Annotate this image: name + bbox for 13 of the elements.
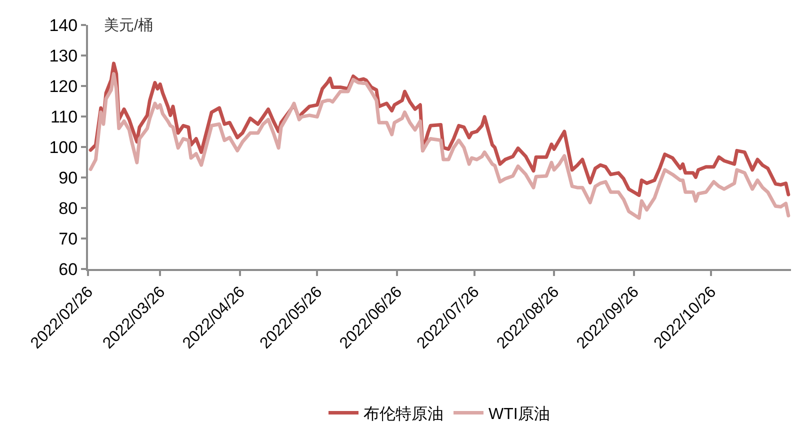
y-tick-label: 140 [49,16,78,35]
y-tick-label: 130 [49,46,78,66]
legend-label: 布伦特原油 [364,405,444,424]
y-axis-title: 美元/桶 [104,17,154,34]
y-tick-label: 90 [58,168,78,188]
y-tick-label: 60 [58,260,78,279]
y-tick-label: 70 [58,229,78,248]
y-tick-label: 120 [49,76,78,96]
y-tick-label: 100 [49,138,78,157]
y-tick-label: 80 [58,198,78,218]
legend-label: WTI原油 [488,405,550,424]
line-series [88,72,790,220]
y-tick-label: 110 [50,107,78,126]
